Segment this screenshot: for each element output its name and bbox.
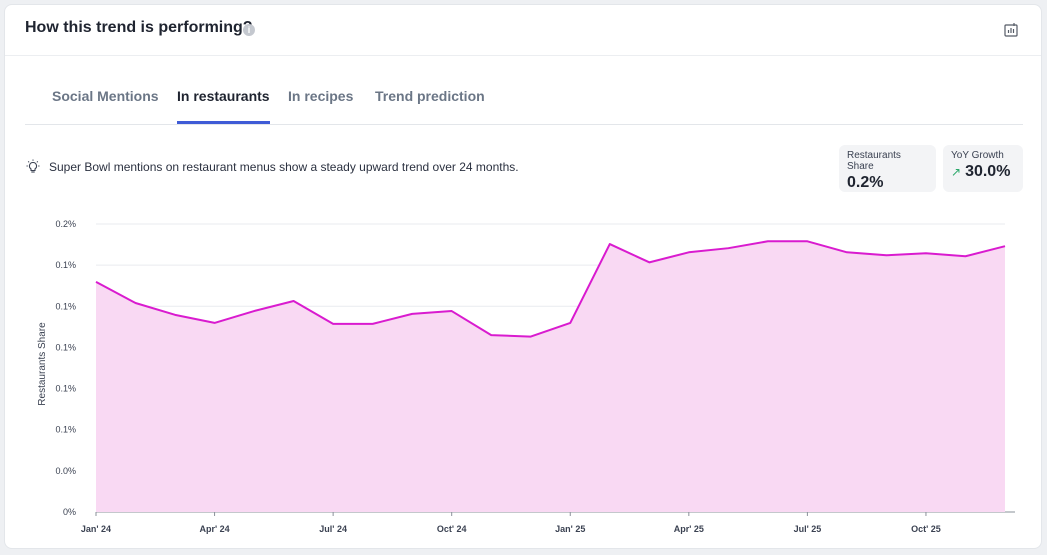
card-header: How this trend is performing? i [5, 5, 1041, 56]
trend-up-arrow-icon: ↗ [951, 165, 962, 179]
tab-in-restaurants[interactable]: In restaurants [177, 88, 270, 124]
info-icon[interactable]: i [243, 24, 255, 36]
chart-export-icon[interactable] [1003, 22, 1019, 38]
yoy-growth-label: YoY Growth [951, 150, 1004, 161]
x-tick-label: Jan' 24 [81, 524, 111, 534]
y-tick-label: 0% [63, 507, 76, 517]
trend-performance-card: How this trend is performing? i Social M… [4, 4, 1042, 549]
insight-row: Super Bowl mentions on restaurant menus … [25, 157, 519, 177]
x-tick-label: Apr' 24 [199, 524, 229, 534]
y-tick-label: 0.2% [55, 219, 76, 229]
x-tick-label: Jul' 25 [794, 524, 822, 534]
series-line [95, 240, 1006, 338]
tab-in-recipes[interactable]: In recipes [288, 88, 354, 104]
y-tick-label: 0.1% [55, 260, 76, 270]
y-tick-label: 0.1% [55, 301, 76, 311]
yoy-growth-stat: YoY Growth ↗ 30.0% [943, 145, 1023, 192]
y-tick-label: 0.1% [55, 342, 76, 352]
y-axis-title: Restaurants Share [37, 322, 48, 406]
yoy-growth-row: ↗ 30.0% [951, 163, 1015, 181]
y-tick-label: 0.1% [55, 425, 76, 435]
tab-bar: Social Mentions In restaurants In recipe… [25, 83, 1023, 125]
tab-trend-prediction[interactable]: Trend prediction [375, 88, 485, 104]
restaurants-share-value: 0.2% [847, 174, 884, 191]
card-title: How this trend is performing? [25, 19, 253, 36]
tab-social-mentions[interactable]: Social Mentions [52, 88, 159, 104]
x-tick-label: Jan' 25 [555, 524, 585, 534]
y-tick-label: 0.0% [55, 466, 76, 476]
x-tick-label: Jul' 24 [319, 524, 347, 534]
restaurants-share-label: Restaurants Share [847, 150, 901, 172]
area-fill [96, 241, 1005, 512]
x-tick-label: Apr' 25 [674, 524, 704, 534]
yoy-growth-value: 30.0% [965, 163, 1011, 180]
insight-text: Super Bowl mentions on restaurant menus … [49, 160, 519, 174]
x-tick-label: Oct' 25 [911, 524, 941, 534]
y-tick-label: 0.1% [55, 384, 76, 394]
x-tick-label: Oct' 24 [437, 524, 467, 534]
restaurants-share-stat: Restaurants Share 0.2% [839, 145, 936, 192]
restaurants-share-chart: 0% 0.0% 0.1% 0.1% 0.1% 0.1% 0.1% 0.2% Jan' 24 Apr… [37, 219, 1015, 534]
lightbulb-icon [26, 159, 40, 173]
